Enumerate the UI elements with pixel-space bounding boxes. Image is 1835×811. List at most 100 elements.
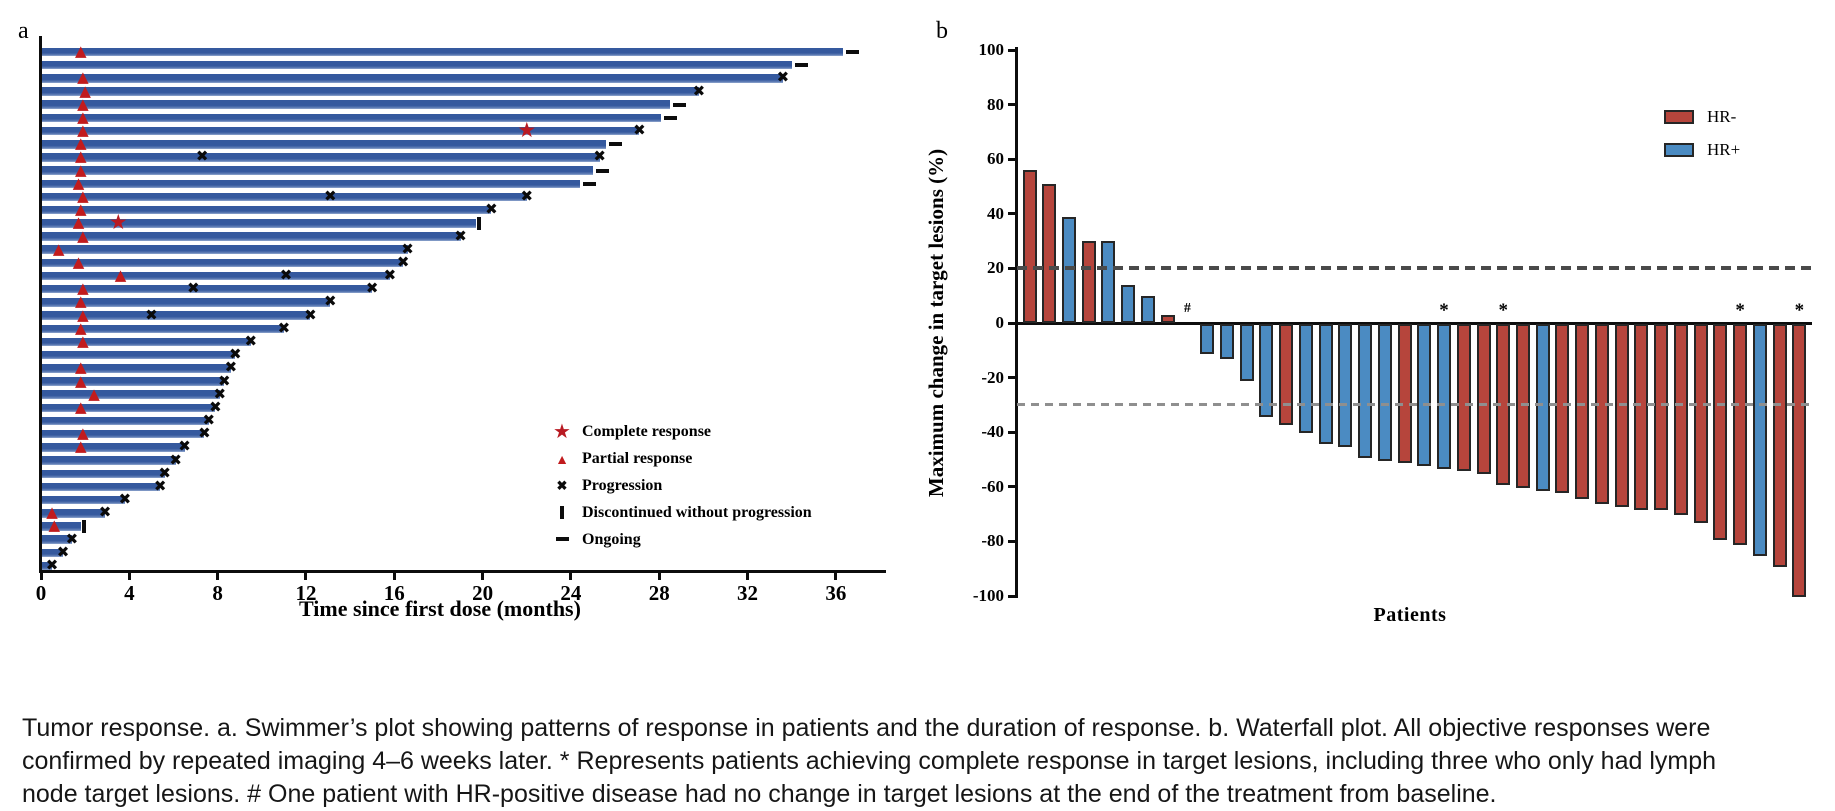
legend-label: Progression (582, 476, 663, 494)
waterfall-bar (1279, 324, 1294, 425)
legend-label: Partial response (582, 449, 693, 467)
waterfall-bar (1200, 324, 1215, 355)
progression-marker: ✖ (277, 318, 291, 337)
partial-response-marker: ▲ (74, 200, 87, 219)
partial-response-marker: ▲ (52, 239, 65, 258)
progression-marker: ✖ (776, 68, 790, 87)
partial-response-marker: ▲ (88, 384, 100, 403)
swimmer-bar (42, 258, 404, 268)
complete-response-marker: ★ (108, 210, 128, 235)
x-axis-tick-label: 16 (383, 581, 405, 605)
y-axis-tick-label: 20 (987, 258, 1004, 278)
x-axis-tick-label: 12 (295, 581, 317, 605)
ongoing-marker (845, 50, 859, 54)
waterfall-bar (1239, 324, 1254, 382)
y-axis-tick-label: 60 (987, 149, 1004, 169)
progression-marker: ✖ (304, 305, 317, 324)
y-axis-tick (1008, 103, 1016, 107)
panel-a-label: a (18, 18, 29, 44)
partial-response-marker: ▲ (77, 305, 89, 324)
swimmer-bar (42, 192, 527, 202)
waterfall-bar (1713, 324, 1728, 540)
progression-marker: ✖ (323, 292, 337, 311)
partial-response-marker: ▲ (72, 173, 85, 192)
y-axis-tick-label: -40 (981, 422, 1004, 442)
waterfall-bar (1693, 324, 1708, 524)
partial-response-marker: ▲ (74, 358, 87, 377)
swimmer-bar (42, 140, 607, 149)
x-axis-tick-label: 28 (648, 581, 670, 605)
progression-marker: ✖ (323, 187, 337, 206)
legend-item-ongoing: Ongoing (549, 526, 812, 553)
waterfall-bar (1397, 324, 1412, 464)
y-axis-tick-label: -60 (981, 476, 1004, 496)
ongoing-marker (609, 142, 623, 147)
swimmer-bar (42, 456, 176, 465)
y-axis-tick (1008, 376, 1016, 380)
progression-marker: ✖ (692, 81, 706, 100)
x-axis-tick-label: 24 (560, 581, 582, 605)
swimmer-bar (42, 377, 225, 386)
progression-marker: ✖ (485, 200, 498, 219)
waterfall-bar (1614, 324, 1629, 507)
swimmer-bar (42, 443, 185, 452)
x-axis-tick (481, 571, 485, 580)
x-axis-tick (127, 571, 131, 580)
ongoing-marker (673, 102, 687, 107)
swimmer-bar (42, 403, 216, 413)
swimmer-bar (42, 495, 125, 505)
swimmer-bar (42, 561, 53, 571)
complete-response-marker: ★ (517, 118, 537, 143)
legend-item-progression: ✖ Progression (549, 472, 812, 499)
partial-response-marker: ▲ (77, 279, 89, 298)
discontinued-marker (476, 216, 481, 230)
partial-response-marker: ▲ (74, 318, 87, 337)
caption-line-2: confirmed by repeated imaging 4–6 weeks … (22, 747, 1717, 775)
waterfall-bar (1140, 295, 1155, 323)
legend-item-complete-response: ★ Complete response (549, 418, 812, 445)
swimmer-bar (42, 74, 783, 83)
y-axis-tick (1008, 212, 1016, 216)
swimmer-bar (42, 429, 205, 439)
discontinued-marker (81, 519, 86, 533)
waterfall-bar (1160, 314, 1175, 323)
x-axis-tick-label: 32 (737, 581, 759, 605)
hr-negative-swatch (1664, 109, 1694, 124)
ongoing-marker (582, 181, 596, 186)
waterfall-bar (1575, 324, 1590, 499)
progression-marker: ✖ (56, 543, 70, 562)
partial-response-marker: ▲ (72, 213, 85, 232)
swimmer-bar (42, 166, 593, 175)
waterfall-bar (1358, 324, 1373, 458)
swimmer-bar (42, 522, 81, 531)
legend-item-discontinued: Discontinued without progression (549, 499, 812, 526)
x-axis-tick (216, 571, 220, 580)
swimmer-bar (42, 60, 792, 70)
progression-marker: ✖ (520, 187, 534, 206)
progression-icon: ✖ (556, 477, 568, 493)
complete-response-icon: ★ (553, 421, 571, 443)
y-axis-tick (1008, 485, 1016, 489)
y-axis-tick (1008, 539, 1016, 543)
y-axis-tick-label: 80 (987, 94, 1004, 114)
reference-line-20 (1017, 266, 1812, 271)
waterfall-bar (1338, 324, 1353, 447)
partial-response-marker: ▲ (74, 134, 87, 153)
waterfall-bar (1733, 324, 1748, 546)
partial-response-marker: ▲ (77, 108, 89, 127)
y-axis-tick-label: -80 (981, 531, 1004, 551)
waterfall-bar (1022, 170, 1037, 323)
progression-marker: ✖ (229, 345, 242, 364)
legend-item-hr-negative: HR- (1664, 100, 1740, 133)
partial-response-marker: ▲ (77, 187, 89, 206)
x-axis-tick-label: 8 (212, 581, 223, 605)
progression-marker: ✖ (209, 398, 222, 417)
reference-line--30 (1017, 402, 1812, 406)
partial-response-marker: ▲ (74, 437, 87, 456)
waterfall-bar (1594, 324, 1609, 505)
swimmer-bar (42, 205, 492, 215)
complete-response-asterisk: * (1735, 300, 1745, 321)
partial-response-marker: ▲ (74, 371, 87, 390)
swimmer-bar (42, 509, 106, 518)
